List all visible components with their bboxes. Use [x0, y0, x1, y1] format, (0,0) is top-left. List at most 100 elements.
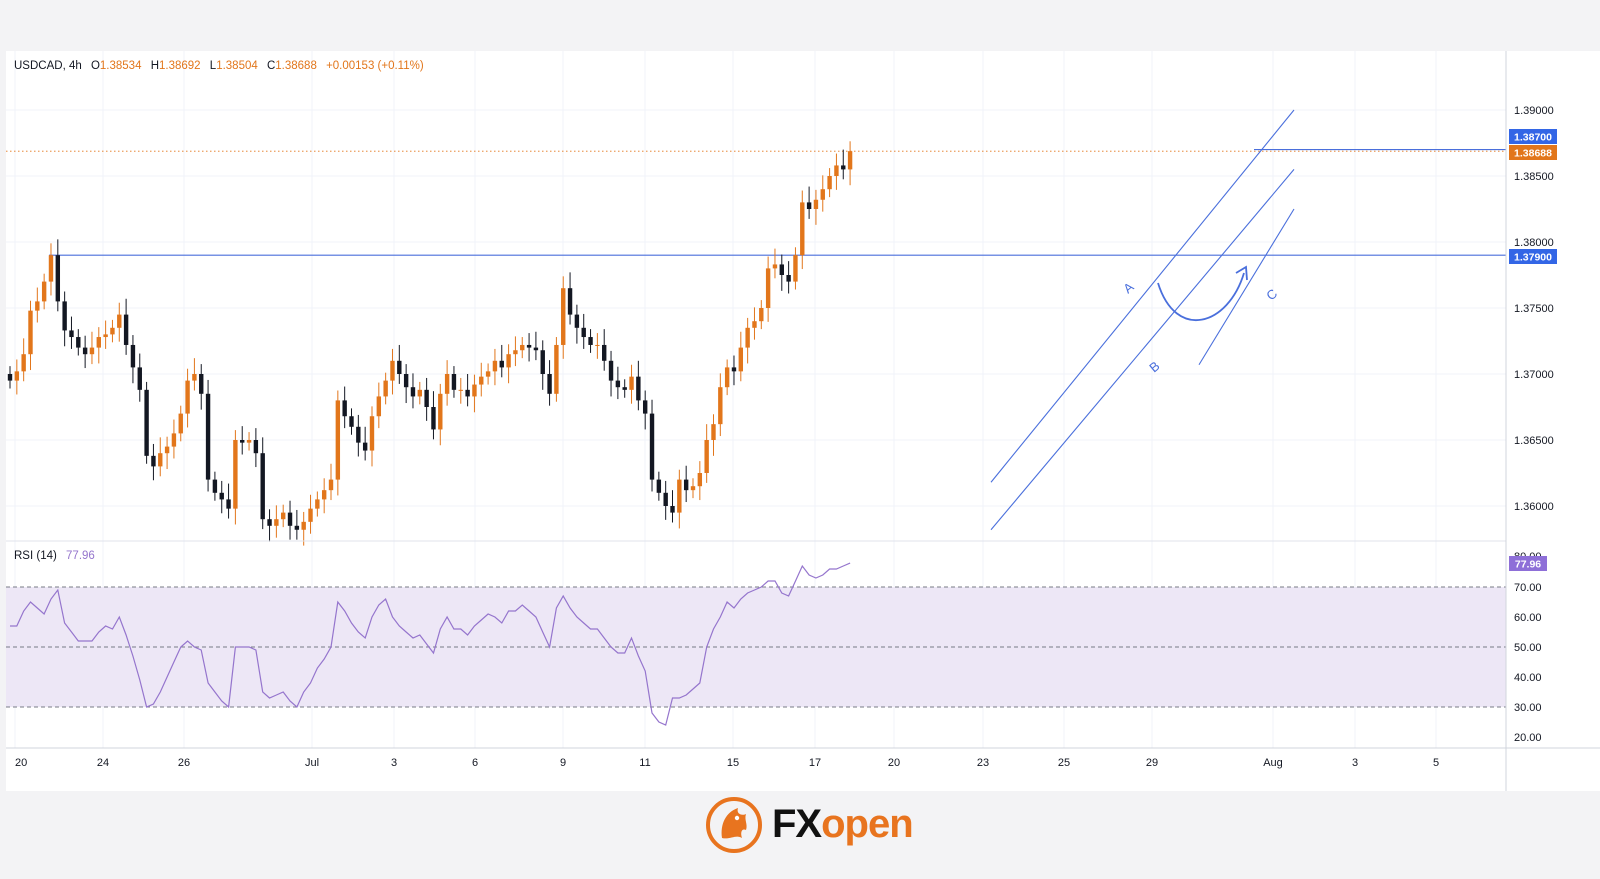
candle-body	[287, 512, 293, 526]
candle-body	[14, 371, 20, 381]
candle-body	[472, 384, 477, 397]
candle-body	[151, 455, 156, 467]
rsi-tick-label: 20.00	[1514, 732, 1542, 744]
price-tick-label: 1.36000	[1514, 501, 1554, 513]
fxopen-logo: FXopen	[706, 790, 914, 858]
candle-body	[683, 479, 689, 491]
candle-body	[96, 337, 101, 348]
candle-body	[499, 360, 504, 368]
candle-body	[192, 374, 197, 381]
channel-label-c: C	[1263, 286, 1280, 304]
candle-body	[847, 151, 853, 170]
candle-body	[581, 327, 586, 338]
candle-body	[827, 176, 832, 190]
price-badges: 1.38700 1.38688 1.37900 80.00 77.96	[1509, 129, 1557, 571]
last-price-badge-text: 1.38688	[1514, 148, 1552, 160]
candle-body	[369, 416, 375, 451]
candle-body	[636, 376, 641, 401]
candle-body	[588, 337, 593, 345]
chart-panel[interactable]: A B C 1.36000 1.36500 1.37000 1.37500 1.3800…	[6, 51, 1600, 791]
resistance-badge-text: 1.38700	[1514, 132, 1552, 144]
time-tick-label: 29	[1146, 757, 1158, 769]
channel-line	[990, 169, 1295, 531]
candle-body	[233, 440, 238, 509]
candle-body	[76, 337, 81, 348]
time-axis[interactable]: 20 24 26 Jul 3 6 9 11 15 17 20 23 25 29 Aug 3 5	[15, 757, 1439, 769]
candle-body	[772, 264, 778, 269]
fxopen-emblem-icon	[706, 797, 762, 853]
price-channel	[990, 109, 1295, 531]
rsi-badge-text: 77.96	[1515, 559, 1541, 571]
candle-body	[424, 389, 429, 407]
candle-body	[356, 426, 361, 443]
candle-body	[574, 314, 580, 328]
candle-body	[506, 354, 511, 368]
candle-body	[417, 389, 422, 397]
price-tick-label: 1.37000	[1514, 369, 1554, 381]
candle-body	[690, 486, 696, 491]
candle-body	[820, 189, 825, 200]
time-tick-label: 5	[1433, 757, 1439, 769]
candle-body	[321, 490, 327, 500]
candle-body	[806, 202, 812, 209]
time-tick-label: 3	[391, 757, 397, 769]
candle-body	[779, 264, 784, 275]
candle-body	[199, 374, 204, 394]
rsi-tick-label: 60.00	[1514, 612, 1542, 624]
candles	[7, 141, 853, 546]
candle-body	[328, 479, 334, 491]
candle-body	[267, 519, 272, 526]
candle-body	[745, 327, 750, 348]
time-tick-label: 24	[97, 757, 109, 769]
candle-body	[171, 433, 177, 447]
candle-body	[164, 446, 170, 454]
candle-body	[834, 165, 839, 176]
candle-body	[731, 367, 737, 372]
chart-canvas[interactable]: A B C 1.36000 1.36500 1.37000 1.37500 1.3800…	[6, 51, 1600, 791]
candle-body	[260, 453, 265, 520]
candle-body	[48, 255, 54, 282]
candle-body	[69, 330, 74, 338]
rsi-levels	[6, 586, 1506, 708]
price-tick-label: 1.38000	[1514, 237, 1554, 249]
candle-body	[397, 360, 402, 374]
candle-body	[444, 374, 450, 394]
candle-body	[246, 440, 252, 443]
brand-wordmark: FXopen	[772, 801, 914, 847]
candle-body	[431, 407, 436, 430]
candle-body	[554, 344, 559, 394]
change-value: +0.00153 (+0.11%)	[326, 60, 424, 72]
candle-body	[274, 519, 279, 526]
candle-body	[219, 492, 224, 500]
candle-body	[7, 374, 13, 381]
candle-body	[349, 416, 354, 427]
rsi-line	[10, 562, 851, 726]
candle-body	[738, 347, 744, 372]
legend-header: USDCAD, 4h O1.38534 H1.38692 L1.38504 C1…	[14, 60, 424, 72]
candle-body	[663, 492, 668, 506]
candle-body	[649, 413, 655, 480]
price-tick-label: 1.37500	[1514, 303, 1554, 315]
time-tick-label: 6	[472, 757, 478, 769]
candle-body	[642, 400, 648, 414]
time-tick-label: 26	[178, 757, 190, 769]
channel-line	[990, 109, 1295, 483]
brand-fx: FX	[772, 801, 822, 846]
candle-body	[765, 268, 771, 308]
price-tick-label: 1.36500	[1514, 435, 1554, 447]
candle-body	[226, 499, 231, 509]
rsi-axis[interactable]: 20.00 30.00 40.00 50.00 60.00 70.00	[1514, 582, 1542, 744]
candle-body	[608, 360, 614, 381]
candle-body	[41, 281, 47, 302]
candle-body	[178, 413, 183, 434]
time-tick-label: 20	[15, 757, 27, 769]
price-axis[interactable]: 1.36000 1.36500 1.37000 1.37500 1.38000 1.385…	[1514, 105, 1554, 513]
candle-body	[158, 453, 163, 467]
candle-body	[390, 360, 395, 381]
support-badge	[1509, 249, 1557, 264]
time-tick-label: 15	[727, 757, 739, 769]
candle-body	[62, 301, 67, 331]
candle-body	[724, 367, 730, 388]
candle-body	[362, 442, 368, 451]
candle-body	[144, 389, 149, 456]
